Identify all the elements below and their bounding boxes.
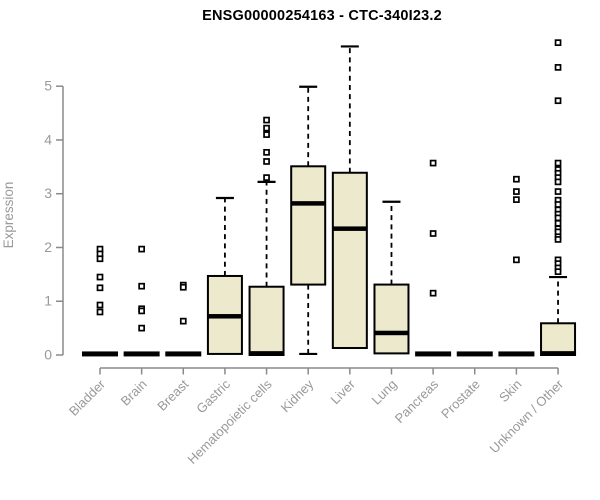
svg-text:Unknown / Other: Unknown / Other <box>487 376 567 456</box>
svg-text:Prostate: Prostate <box>438 377 483 422</box>
svg-text:5: 5 <box>44 78 52 94</box>
svg-text:Gastric: Gastric <box>193 376 233 416</box>
svg-text:1: 1 <box>44 293 52 309</box>
svg-text:2: 2 <box>44 239 52 255</box>
svg-text:Breast: Breast <box>154 376 191 413</box>
svg-text:Pancreas: Pancreas <box>392 376 442 426</box>
svg-text:Kidney: Kidney <box>278 376 317 415</box>
svg-text:4: 4 <box>44 131 52 147</box>
svg-text:0: 0 <box>44 347 52 363</box>
svg-text:Bladder: Bladder <box>66 376 109 419</box>
svg-text:Brain: Brain <box>118 377 150 409</box>
svg-text:Lung: Lung <box>369 377 400 408</box>
svg-text:3: 3 <box>44 185 52 201</box>
svg-text:Skin: Skin <box>496 377 524 405</box>
chart-title: ENSG00000254163 - CTC-340I23.2 <box>202 8 442 24</box>
svg-text:Liver: Liver <box>327 376 358 407</box>
